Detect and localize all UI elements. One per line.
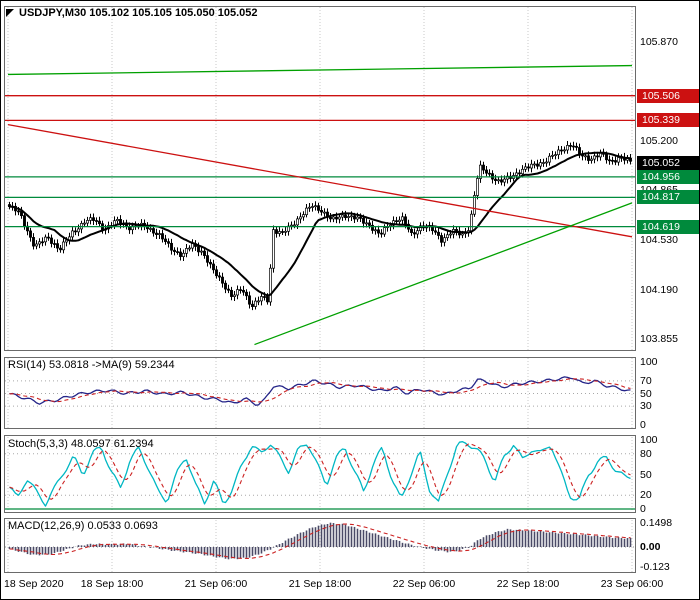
symbol-marker-icon: [6, 9, 14, 17]
stochastic-indicator-label: Stoch(5,3,3) 48.0597 61.2394: [8, 438, 154, 450]
time-gridlines: [7, 7, 633, 572]
rsi-axis-tick: 70: [640, 374, 652, 387]
stochastic-plot: [5, 441, 635, 510]
time-axis-label: 21 Sep 06:00: [184, 578, 248, 590]
macd-axis-tick: 0.1498: [640, 517, 673, 530]
rsi-axis-tick: 50: [640, 387, 652, 400]
time-axis-label: 22 Sep 06:00: [392, 578, 456, 590]
rsi-axis-tick: 30: [640, 400, 652, 413]
price-line-label[interactable]: 105.339: [637, 113, 699, 128]
stochastic-axis-tick: 0: [640, 503, 646, 515]
price-line-label[interactable]: 105.052: [637, 155, 699, 170]
price-axis-tick: 105.200: [640, 134, 678, 147]
time-axis-label: 23 Sep 06:00: [600, 578, 664, 590]
time-axis-label: 18 Sep 18:00: [80, 578, 144, 590]
macd-plot: [5, 522, 635, 560]
price-line-label[interactable]: 105.506: [637, 88, 699, 103]
price-line-label[interactable]: 104.956: [637, 169, 699, 184]
price-axis-tick: 104.530: [640, 233, 678, 246]
stochastic-axis-tick: 20: [640, 489, 652, 502]
chart-title-text: USDJPY,M30 105.102 105.105 105.050 105.0…: [19, 7, 258, 19]
price-line-label[interactable]: 104.619: [637, 219, 699, 234]
chart-title: USDJPY,M30 105.102 105.105 105.050 105.0…: [6, 7, 258, 19]
stochastic-axis-tick: 80: [640, 447, 652, 460]
time-axis-label: 22 Sep 18:00: [496, 578, 560, 590]
time-axis-label: 18 Sep 2020: [4, 578, 64, 590]
horizontal-price-lines: [5, 95, 635, 228]
macd-axis-tick: 0.00: [640, 541, 661, 553]
time-axis-label: 21 Sep 18:00: [288, 578, 352, 590]
price-axis-tick: 103.855: [640, 333, 678, 346]
stochastic-axis-tick: 100: [640, 434, 658, 446]
stochastic-axis-tick: 50: [640, 468, 652, 481]
price-axis-tick: 105.870: [640, 35, 678, 48]
macd-indicator-label: MACD(12,26,9) 0.0533 0.0693: [8, 520, 158, 532]
macd-axis-tick: -0.123: [640, 560, 670, 573]
rsi-axis-tick: 100: [640, 356, 658, 368]
trend-lines: [7, 64, 633, 346]
price-axis-tick: 104.190: [640, 283, 678, 296]
price-line-label[interactable]: 104.817: [637, 190, 699, 205]
rsi-plot: [5, 376, 635, 407]
rsi-indicator-label: RSI(14) 53.0818 ->MA(9) 59.2344: [8, 359, 175, 371]
rsi-axis-tick: 0: [640, 419, 646, 431]
